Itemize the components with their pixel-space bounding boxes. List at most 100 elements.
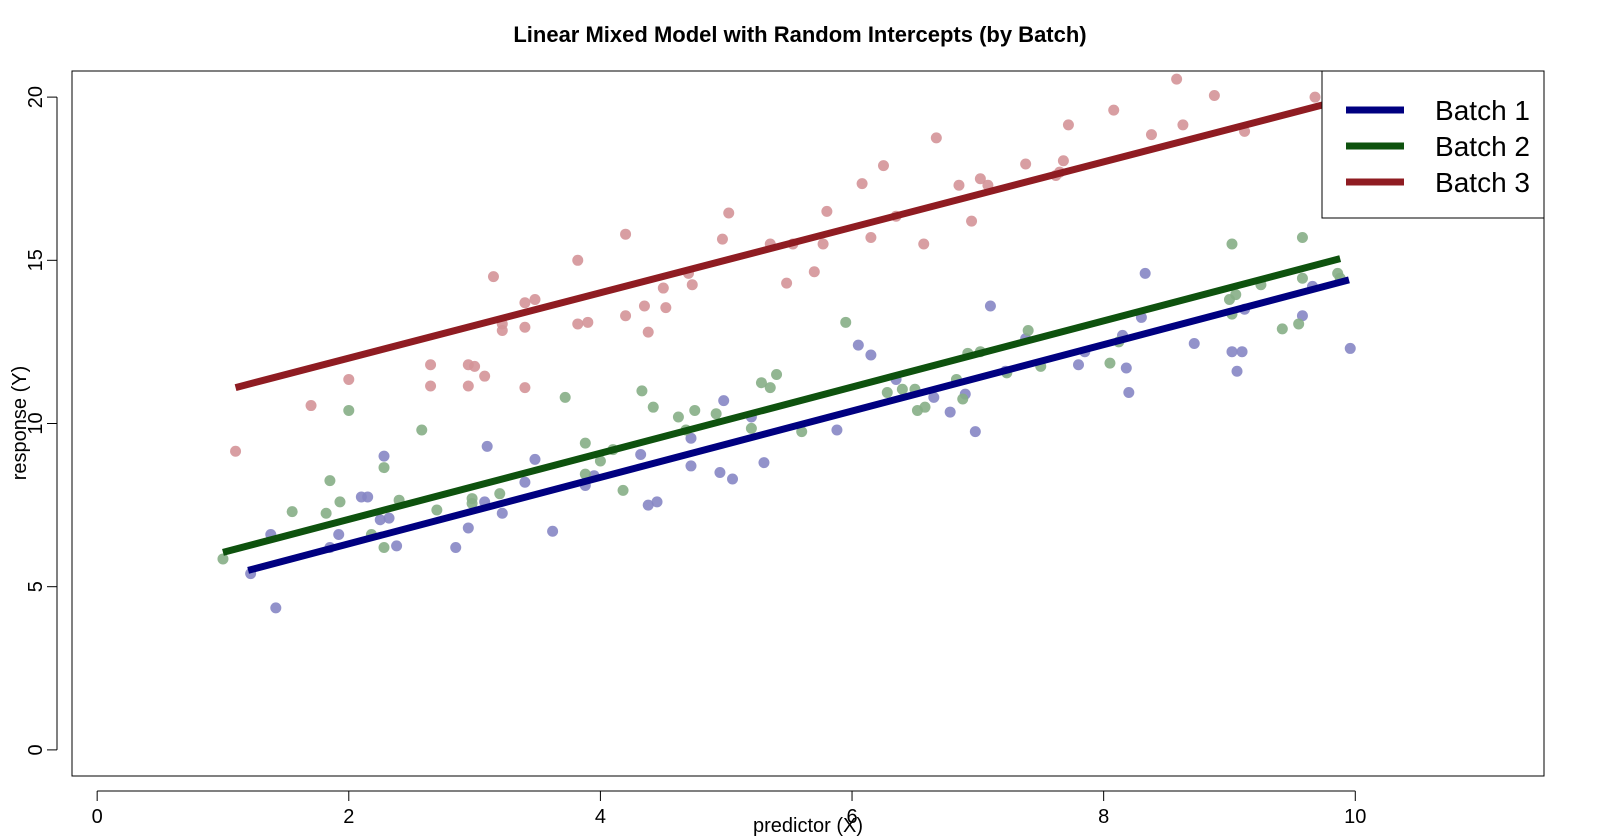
data-point-batch-2 [647,401,659,413]
data-point-batch-1 [718,395,730,407]
data-point-batch-2 [559,391,571,403]
data-point-batch-1 [378,450,390,462]
data-point-batch-2 [378,462,390,474]
data-point-batch-3 [1177,119,1189,131]
x-tick-label: 10 [1344,806,1366,828]
data-point-batch-2 [378,542,390,554]
data-point-batch-3 [519,382,531,394]
data-point-batch-3 [572,318,584,330]
data-point-batch-1 [270,602,282,614]
data-point-batch-3 [620,310,632,322]
data-point-batch-3 [425,380,437,392]
data-point-batch-2 [957,393,969,405]
data-point-batch-3 [1309,91,1321,103]
data-point-batch-2 [334,496,346,508]
y-tick-label: 10 [25,412,47,434]
data-point-batch-3 [1208,89,1220,101]
data-point-batch-2 [324,475,336,487]
data-point-batch-3 [1145,129,1157,141]
data-point-batch-2 [1293,318,1305,330]
data-point-batch-2 [636,385,648,397]
data-point-batch-3 [620,228,632,240]
data-point-batch-2 [320,507,332,519]
data-point-batch-1 [1188,338,1200,350]
data-point-batch-3 [305,400,317,412]
data-point-batch-1 [547,525,559,537]
data-point-batch-1 [496,507,508,519]
data-point-batch-3 [425,359,437,371]
data-point-batch-2 [494,488,506,500]
data-point-batch-3 [660,302,672,314]
data-point-batch-2 [1022,324,1034,336]
data-point-batch-1 [374,514,386,526]
data-point-batch-3 [469,360,481,372]
data-point-batch-2 [343,404,355,416]
legend-label-batch-1: Batch 1 [1435,95,1530,126]
data-point-batch-2 [919,401,931,413]
data-point-batch-3 [487,271,499,283]
data-point-batch-1 [831,424,843,436]
data-point-batch-2 [771,369,783,381]
x-tick-label: 8 [1098,806,1109,828]
data-point-batch-3 [865,231,877,243]
data-point-batch-2 [1230,289,1242,301]
data-point-batch-1 [462,522,474,534]
data-point-batch-1 [529,453,541,465]
data-point-batch-2 [1104,357,1116,369]
data-point-batch-3 [821,205,833,217]
data-point-batch-1 [1344,342,1356,354]
data-point-batch-1 [362,491,374,503]
y-tick-label: 0 [25,744,47,755]
data-point-batch-2 [1296,231,1308,243]
x-tick-label: 2 [343,806,354,828]
fit-line-batch-3 [234,96,1342,391]
data-point-batch-3 [1057,155,1069,167]
legend-label-batch-2: Batch 2 [1435,131,1530,162]
data-point-batch-1 [865,349,877,361]
data-point-batch-3 [343,373,355,385]
y-tick-label: 15 [25,249,47,271]
data-point-batch-1 [984,300,996,312]
data-point-batch-1 [928,391,940,403]
data-point-batch-2 [217,553,229,565]
data-point-batch-2 [755,377,767,389]
data-point-batch-1 [685,460,697,472]
data-point-batch-2 [431,504,443,516]
data-point-batch-3 [1108,104,1120,116]
y-axis-label: response (Y) [9,366,31,481]
data-point-batch-2 [896,383,908,395]
data-point-batch-2 [416,424,428,436]
data-point-batch-3 [519,297,531,309]
data-point-batch-3 [1020,158,1032,170]
data-point-batch-1 [758,457,770,469]
data-point-batch-1 [450,542,462,554]
y-tick-label: 20 [25,86,47,108]
data-point-batch-2 [579,468,591,480]
x-tick-label: 0 [92,806,103,828]
data-point-batch-3 [582,316,594,328]
data-point-batch-3 [462,380,474,392]
data-point-batch-3 [479,370,491,382]
data-point-batch-2 [689,404,701,416]
data-point-batch-1 [1296,310,1308,322]
data-point-batch-2 [881,386,893,398]
legend-label-batch-3: Batch 3 [1435,167,1530,198]
data-point-batch-3 [572,254,584,266]
data-point-batch-2 [594,455,606,467]
data-point-batch-3 [638,300,650,312]
data-point-batch-3 [781,277,793,289]
data-point-batch-2 [1296,272,1308,284]
data-point-batch-2 [764,382,776,394]
data-point-batch-1 [481,440,493,452]
fit-line-batch-1 [247,276,1350,574]
plot-frame [71,70,1545,777]
data-point-batch-3 [1171,73,1183,85]
x-tick-label: 6 [846,806,857,828]
axis-ticks: 0 2 4 6 8 10 0 5 10 15 20 [25,86,1366,828]
data-point-batch-3 [723,207,735,219]
data-point-batch-2 [579,437,591,449]
data-point-batch-1 [944,406,956,418]
data-point-batch-3 [953,179,965,191]
data-point-batch-1 [727,473,739,485]
data-point-batch-3 [817,238,829,250]
